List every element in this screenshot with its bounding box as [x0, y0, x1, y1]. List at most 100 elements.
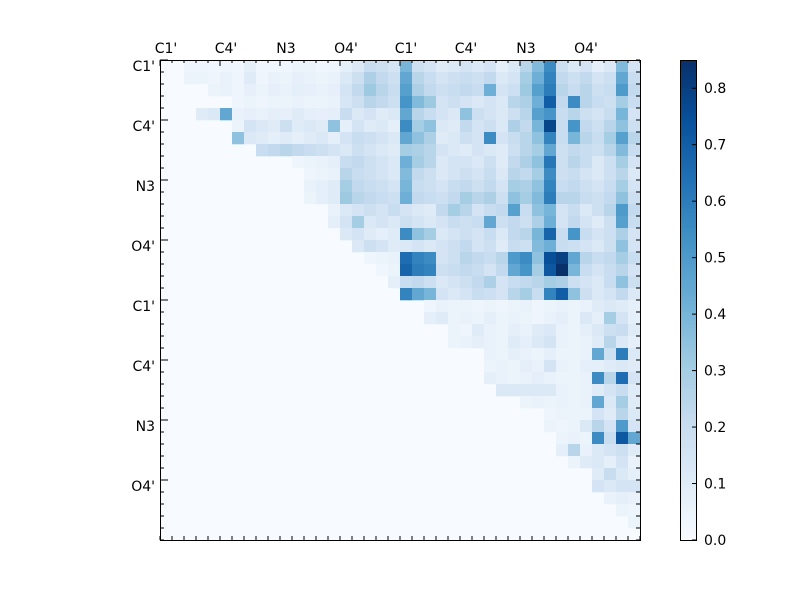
heatmap-cell — [544, 348, 557, 361]
heatmap-cell — [604, 168, 617, 181]
heatmap-cell — [472, 216, 485, 229]
heatmap-cell — [592, 216, 605, 229]
heatmap-cell — [340, 180, 353, 193]
heatmap-cell — [580, 180, 593, 193]
heatmap-cell — [424, 204, 437, 217]
heatmap-cell — [580, 60, 593, 73]
heatmap-cell — [352, 96, 365, 109]
heatmap-cell — [196, 72, 209, 85]
heatmap-cell — [328, 72, 341, 85]
heatmap-cell — [496, 108, 509, 121]
colorbar-segment — [680, 216, 696, 221]
heatmap-cell — [544, 372, 557, 385]
colorbar-segment — [680, 460, 696, 465]
heatmap-cell — [424, 300, 437, 313]
heatmap-cell — [616, 192, 629, 205]
heatmap-cell — [472, 312, 485, 325]
heatmap-cell — [388, 180, 401, 193]
heatmap-cell — [628, 216, 641, 229]
heatmap-cell — [628, 252, 641, 265]
heatmap-cell — [412, 240, 425, 253]
heatmap-cell — [616, 468, 629, 481]
heatmap-cell — [340, 156, 353, 169]
heatmap-cell — [340, 192, 353, 205]
heatmap-cell — [244, 96, 257, 109]
heatmap-cell — [556, 276, 569, 289]
heatmap-cell — [532, 96, 545, 109]
heatmap-cell — [532, 300, 545, 313]
heatmap-cell — [436, 216, 449, 229]
heatmap-cell — [580, 264, 593, 277]
heatmap-cell — [508, 216, 521, 229]
heatmap-cell — [580, 396, 593, 409]
heatmap-cell — [508, 84, 521, 97]
heatmap-cell — [568, 216, 581, 229]
heatmap-cell — [628, 168, 641, 181]
heatmap-cell — [352, 108, 365, 121]
heatmap-cell — [508, 156, 521, 169]
heatmap-cell — [556, 384, 569, 397]
colorbar-tick-label: 0.1 — [704, 477, 726, 493]
colorbar-segment — [680, 268, 696, 273]
colorbar-segment — [680, 340, 696, 345]
heatmap-cell — [448, 180, 461, 193]
heatmap-cell — [472, 144, 485, 157]
heatmap-cell — [268, 132, 281, 145]
heatmap-cell — [304, 192, 317, 205]
colorbar-segment — [680, 504, 696, 509]
left-axis-label: N3 — [136, 419, 155, 435]
heatmap-cell — [496, 60, 509, 73]
heatmap-cell — [496, 192, 509, 205]
heatmap-cell — [616, 156, 629, 169]
heatmap-cell — [604, 240, 617, 253]
colorbar-segment — [680, 396, 696, 401]
heatmap-cell — [400, 72, 413, 85]
heatmap-cell — [352, 132, 365, 145]
heatmap-cell — [388, 216, 401, 229]
heatmap-cell — [316, 144, 329, 157]
heatmap-cell — [460, 192, 473, 205]
heatmap-cell — [484, 180, 497, 193]
heatmap-cell — [556, 180, 569, 193]
heatmap-cell — [184, 72, 197, 85]
heatmap-cell — [520, 336, 533, 349]
heatmap-cell — [340, 228, 353, 241]
colorbar-segment — [680, 436, 696, 441]
top-axis-label: C1' — [395, 41, 418, 57]
heatmap-cell — [628, 288, 641, 301]
heatmap-cell — [520, 276, 533, 289]
heatmap-cell — [484, 372, 497, 385]
heatmap-cell — [436, 180, 449, 193]
heatmap-cell — [328, 60, 341, 73]
heatmap-cell — [496, 360, 509, 373]
heatmap-cell — [544, 96, 557, 109]
heatmap-cell — [436, 108, 449, 121]
heatmap-cell — [484, 96, 497, 109]
heatmap-cell — [496, 84, 509, 97]
heatmap-cell — [604, 180, 617, 193]
heatmap-cell — [448, 312, 461, 325]
heatmap-cell — [628, 84, 641, 97]
colorbar-segment — [680, 440, 696, 445]
heatmap-cell — [628, 360, 641, 373]
colorbar-segment — [680, 492, 696, 497]
left-axis-label: O4' — [131, 239, 155, 255]
heatmap-cell — [376, 264, 389, 277]
heatmap-cell — [544, 264, 557, 277]
heatmap-cell — [364, 228, 377, 241]
heatmap-cell — [460, 336, 473, 349]
colorbar-segment — [680, 488, 696, 493]
heatmap-cell — [604, 336, 617, 349]
heatmap-cell — [436, 60, 449, 73]
heatmap-cell — [508, 288, 521, 301]
heatmap-cell — [628, 276, 641, 289]
heatmap-cell — [280, 108, 293, 121]
heatmap-cell — [328, 180, 341, 193]
heatmap-cell — [448, 96, 461, 109]
heatmap-cell — [460, 288, 473, 301]
heatmap-cell — [460, 216, 473, 229]
heatmap-cell — [292, 108, 305, 121]
colorbar-segment — [680, 140, 696, 145]
heatmap-cell — [496, 168, 509, 181]
heatmap-cell — [316, 192, 329, 205]
